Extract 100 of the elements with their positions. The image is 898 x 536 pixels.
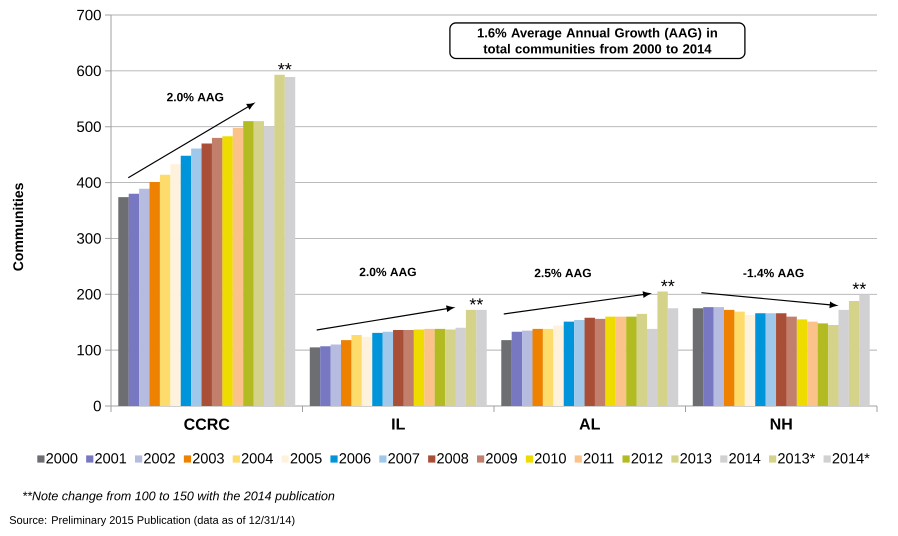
legend-label: 2014*	[832, 453, 870, 464]
bar	[372, 332, 383, 406]
annotation: 1.6% Average Annual Growth (AAG) in total communities from 2000 to 2014	[478, 28, 717, 54]
x-tick-label: AL	[579, 418, 600, 430]
legend-label: 2012	[632, 453, 662, 464]
annotation: 2.5% AAG	[534, 268, 591, 278]
bar	[776, 313, 786, 406]
bar	[594, 318, 606, 406]
bar	[362, 336, 372, 406]
bar	[320, 346, 331, 406]
bar	[128, 194, 140, 406]
bar	[796, 319, 808, 406]
bar	[382, 332, 394, 406]
bar	[150, 182, 160, 406]
legend-label: 2000	[46, 453, 78, 464]
bar	[434, 328, 446, 406]
bar	[848, 300, 860, 406]
bar	[734, 312, 745, 406]
bar	[212, 138, 222, 406]
bar	[341, 340, 352, 406]
annotation: 2.0% AAG	[360, 268, 416, 276]
bar	[574, 320, 585, 406]
legend-label: 2009	[486, 453, 517, 464]
bar	[542, 328, 554, 406]
bar	[657, 291, 668, 406]
bar	[232, 128, 244, 406]
legend-label: 2004	[242, 453, 273, 464]
legend-label: 2006	[340, 453, 370, 464]
bar	[807, 322, 818, 406]
bar	[139, 188, 150, 406]
annotation: **	[661, 280, 675, 286]
legend-label: 2001	[95, 453, 126, 464]
bar	[160, 174, 170, 406]
y-tick-label: 600	[77, 66, 101, 76]
bar	[393, 330, 404, 406]
bar	[403, 330, 414, 406]
legend-label: 2010	[534, 453, 566, 464]
bar	[616, 316, 626, 406]
x-tick-label: CCRC	[184, 418, 230, 430]
bar	[692, 308, 704, 406]
x-tick-label: IL	[392, 418, 405, 430]
text: **Note change from 100 to 150 with the 2014 publication	[22, 491, 334, 503]
bar	[180, 156, 192, 406]
y-tick-label: 300	[77, 233, 101, 244]
bar	[456, 328, 466, 406]
bar	[264, 126, 274, 406]
bar	[714, 307, 724, 406]
y-tick-label: 200	[77, 288, 101, 300]
legend-label: 2007	[388, 453, 420, 464]
legend-label: 2008	[437, 453, 468, 464]
bar	[786, 316, 797, 406]
bar	[668, 308, 678, 406]
bar	[414, 329, 424, 406]
bar	[522, 330, 533, 406]
annotation: **	[470, 298, 484, 305]
bar	[351, 335, 362, 406]
annotation: 2.0% AAG	[167, 92, 224, 102]
bar	[284, 77, 296, 406]
legend-label: 2003	[192, 453, 224, 464]
y-tick-label: 500	[77, 121, 101, 132]
bar	[703, 307, 714, 406]
bar	[744, 314, 756, 406]
bar	[838, 310, 849, 406]
legend-label: 2011	[584, 453, 614, 464]
bar	[476, 310, 487, 406]
bar	[564, 322, 574, 406]
source-note: Source: Preliminary 2015 Publication (data as of 12/31/14)	[10, 516, 294, 526]
bar	[636, 314, 647, 406]
y-tick-label: 100	[78, 344, 101, 356]
bar	[766, 313, 776, 406]
bar	[170, 164, 181, 406]
bar	[605, 316, 616, 406]
bar	[243, 121, 254, 406]
bar	[222, 136, 233, 406]
bar	[254, 121, 264, 406]
annotation: **	[852, 282, 866, 290]
bar	[553, 326, 564, 406]
annotation: -1.4% AAG	[743, 268, 804, 278]
y-tick-label: 0	[94, 400, 101, 412]
bar	[445, 329, 456, 406]
bar	[724, 310, 734, 406]
y-tick-label: 400	[76, 177, 101, 188]
bar	[532, 328, 543, 406]
x-tick-label: NH	[770, 418, 792, 430]
legend-label: 2002	[144, 453, 175, 464]
y-axis-title: Communities	[12, 183, 24, 271]
bar	[310, 347, 320, 406]
bar	[584, 318, 595, 406]
bar	[118, 197, 129, 406]
bar	[828, 324, 838, 406]
bar	[330, 344, 342, 406]
legend-label: 2013*	[778, 453, 816, 464]
bar	[202, 143, 212, 406]
legend-label: 2013	[680, 453, 712, 464]
bar	[191, 148, 202, 406]
bar	[274, 74, 285, 406]
bar	[512, 332, 522, 406]
bar	[818, 323, 828, 406]
bar	[646, 328, 658, 406]
bar	[859, 294, 870, 406]
